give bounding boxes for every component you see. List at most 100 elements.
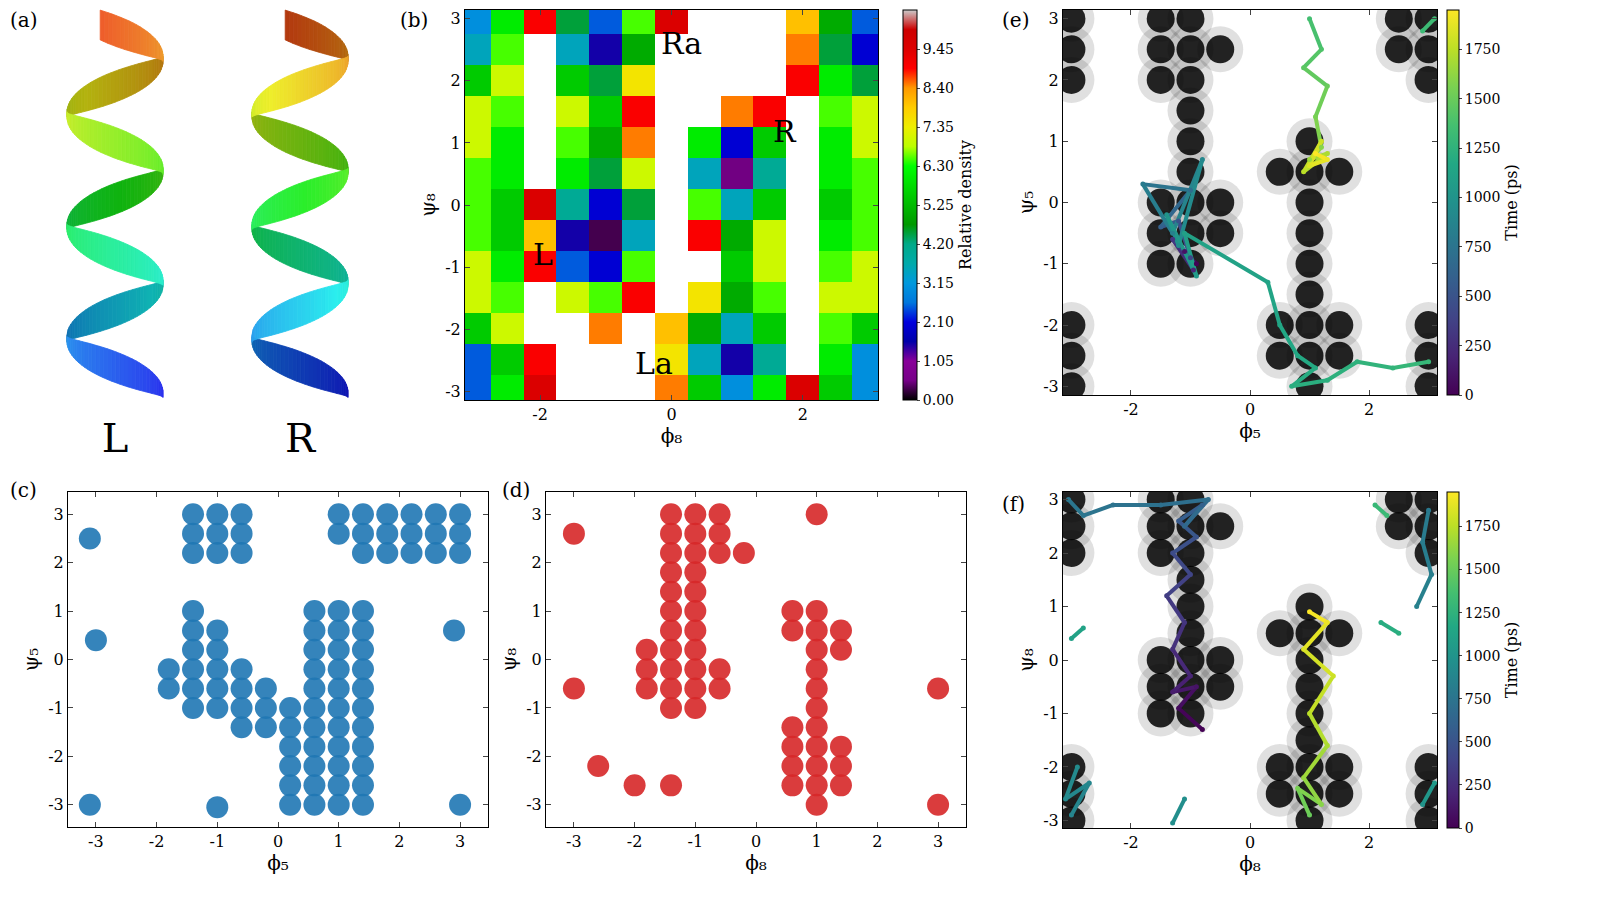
svg-text:250: 250 [1465, 338, 1492, 354]
svg-text:-3: -3 [88, 832, 104, 851]
svg-text:-2: -2 [1123, 400, 1139, 419]
svg-text:ψ₅: ψ₅ [1014, 191, 1038, 215]
svg-text:750: 750 [1465, 691, 1492, 707]
svg-text:-2: -2 [1043, 758, 1059, 777]
svg-text:1: 1 [334, 832, 344, 851]
svg-text:1500: 1500 [1465, 91, 1501, 107]
svg-text:-3: -3 [1043, 811, 1059, 830]
svg-text:-2: -2 [532, 405, 548, 424]
svg-text:ϕ₈: ϕ₈ [1239, 852, 1261, 876]
svg-text:2: 2 [1049, 544, 1059, 563]
svg-text:1500: 1500 [1465, 561, 1501, 577]
svg-text:500: 500 [1465, 734, 1492, 750]
svg-text:-2: -2 [1123, 833, 1139, 852]
svg-text:500: 500 [1465, 288, 1492, 304]
svg-text:(b): (b) [400, 8, 428, 32]
svg-text:3: 3 [1049, 9, 1059, 28]
svg-text:ϕ₈: ϕ₈ [661, 424, 683, 448]
svg-text:0: 0 [666, 405, 676, 424]
svg-text:2: 2 [872, 832, 882, 851]
svg-text:ψ₅: ψ₅ [19, 648, 43, 672]
svg-text:ϕ₅: ϕ₅ [1239, 419, 1261, 443]
svg-text:8.40: 8.40 [923, 80, 954, 96]
svg-text:1: 1 [54, 602, 64, 621]
svg-text:250: 250 [1465, 777, 1492, 793]
svg-text:R: R [285, 415, 317, 461]
svg-text:-2: -2 [627, 832, 643, 851]
svg-text:6.30: 6.30 [923, 158, 954, 174]
svg-text:1250: 1250 [1465, 605, 1501, 621]
svg-text:(c): (c) [10, 478, 37, 502]
svg-text:3.15: 3.15 [923, 275, 954, 291]
svg-text:-3: -3 [445, 382, 461, 401]
svg-text:2: 2 [1364, 400, 1374, 419]
svg-text:0: 0 [1465, 820, 1474, 836]
svg-text:-3: -3 [566, 832, 582, 851]
svg-text:R: R [773, 114, 797, 149]
svg-text:-2: -2 [149, 832, 165, 851]
svg-text:ψ₈: ψ₈ [416, 193, 440, 217]
svg-text:0: 0 [751, 832, 761, 851]
svg-text:750: 750 [1465, 239, 1492, 255]
svg-text:-1: -1 [1043, 704, 1059, 723]
svg-text:Time (ps): Time (ps) [1502, 164, 1521, 240]
svg-text:-2: -2 [1043, 316, 1059, 335]
svg-text:ϕ₈: ϕ₈ [745, 851, 767, 875]
svg-text:2: 2 [451, 71, 461, 90]
svg-text:3: 3 [455, 832, 465, 851]
svg-text:-1: -1 [445, 258, 461, 277]
svg-text:-1: -1 [688, 832, 704, 851]
svg-text:1250: 1250 [1465, 140, 1501, 156]
svg-text:9.45: 9.45 [923, 41, 954, 57]
svg-text:0: 0 [1049, 193, 1059, 212]
svg-text:ϕ₅: ϕ₅ [267, 851, 289, 875]
svg-text:(e): (e) [1002, 8, 1029, 32]
svg-text:3: 3 [933, 832, 943, 851]
svg-text:(d): (d) [502, 478, 530, 502]
svg-text:0: 0 [1049, 651, 1059, 670]
svg-text:-2: -2 [445, 320, 461, 339]
svg-text:1: 1 [532, 602, 542, 621]
svg-text:-1: -1 [210, 832, 226, 851]
svg-text:Relative density: Relative density [956, 140, 975, 270]
svg-text:1000: 1000 [1465, 648, 1501, 664]
svg-text:2: 2 [54, 553, 64, 572]
svg-text:4.20: 4.20 [923, 236, 954, 252]
svg-text:2.10: 2.10 [923, 314, 954, 330]
svg-text:-1: -1 [526, 699, 542, 718]
svg-text:-3: -3 [48, 795, 64, 814]
svg-text:-1: -1 [48, 699, 64, 718]
svg-text:3: 3 [532, 505, 542, 524]
svg-text:3: 3 [54, 505, 64, 524]
svg-text:2: 2 [798, 405, 808, 424]
svg-text:Ra: Ra [661, 26, 702, 61]
svg-text:-3: -3 [526, 795, 542, 814]
svg-text:Time (ps): Time (ps) [1502, 622, 1521, 698]
svg-text:(f): (f) [1002, 492, 1025, 516]
svg-text:2: 2 [1364, 833, 1374, 852]
svg-text:2: 2 [394, 832, 404, 851]
svg-text:1750: 1750 [1465, 518, 1501, 534]
svg-text:La: La [635, 346, 673, 381]
svg-text:1: 1 [812, 832, 822, 851]
svg-text:2: 2 [532, 553, 542, 572]
svg-text:1000: 1000 [1465, 189, 1501, 205]
svg-text:7.35: 7.35 [923, 119, 954, 135]
svg-text:1: 1 [451, 134, 461, 153]
svg-text:(a): (a) [10, 8, 38, 32]
svg-text:0: 0 [1245, 400, 1255, 419]
svg-text:-2: -2 [526, 747, 542, 766]
svg-text:-2: -2 [48, 747, 64, 766]
svg-text:3: 3 [1049, 490, 1059, 509]
svg-text:0.00: 0.00 [923, 392, 954, 408]
svg-text:L: L [533, 237, 553, 272]
svg-text:L: L [102, 415, 129, 461]
svg-text:1750: 1750 [1465, 41, 1501, 57]
svg-text:0: 0 [1465, 387, 1474, 403]
svg-text:5.25: 5.25 [923, 197, 954, 213]
svg-text:1: 1 [1049, 597, 1059, 616]
svg-text:0: 0 [451, 196, 461, 215]
svg-text:0: 0 [532, 650, 542, 669]
svg-text:0: 0 [54, 650, 64, 669]
svg-text:-1: -1 [1043, 254, 1059, 273]
